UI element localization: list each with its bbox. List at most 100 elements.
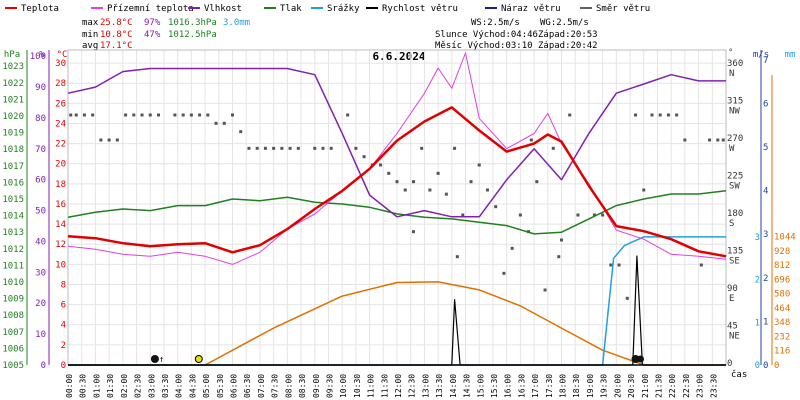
tick-hpa: 1012 bbox=[2, 245, 24, 255]
tick-time: 21:30 bbox=[654, 374, 663, 398]
tick-hpa: 1023 bbox=[2, 62, 24, 72]
tick-direction-deg: 360 bbox=[727, 59, 743, 69]
legend-label-3: Tlak bbox=[280, 4, 302, 14]
wind-direction-dot bbox=[420, 146, 424, 150]
tick-wind: 1 bbox=[763, 317, 768, 327]
stats-avg-temp: 17.1°C bbox=[100, 41, 133, 51]
wind-direction-dot bbox=[461, 213, 465, 217]
tick-temp: 14 bbox=[55, 220, 66, 230]
tick-time: 19:30 bbox=[600, 374, 609, 398]
tick-time: 20:00 bbox=[613, 374, 622, 398]
tick-rain: 2 bbox=[755, 276, 760, 286]
wind-direction-dot bbox=[444, 192, 448, 196]
wind-direction-dot bbox=[666, 113, 670, 117]
tick-time: 14:00 bbox=[449, 374, 458, 398]
tick-hpa: 1013 bbox=[2, 228, 24, 238]
wind-direction-dot bbox=[124, 113, 128, 117]
wind-direction-dot bbox=[222, 121, 226, 125]
stats-max-pressure: 1016.3hPa bbox=[168, 18, 217, 28]
tick-temp: 8 bbox=[61, 280, 66, 290]
tick-time: 13:30 bbox=[435, 374, 444, 398]
tick-humidity: 60 bbox=[35, 176, 46, 186]
wind-direction-dot bbox=[411, 230, 415, 234]
tick-hpa: 1018 bbox=[2, 145, 24, 155]
tick-humidity: 50 bbox=[35, 207, 46, 217]
stats-max-label: max bbox=[82, 18, 99, 28]
tick-time: 19:00 bbox=[586, 374, 595, 398]
tick-wind: 4 bbox=[763, 187, 768, 197]
wind-direction-dot bbox=[99, 138, 103, 142]
wind-direction-dot bbox=[239, 130, 243, 134]
tick-humidity: 0 bbox=[41, 361, 46, 371]
stats-avg-label: avg bbox=[82, 41, 98, 51]
tick-time: 06:00 bbox=[230, 374, 239, 398]
wind-direction-dot bbox=[132, 113, 136, 117]
tick-wind: 7 bbox=[763, 56, 768, 66]
legend-label-5: Rychlost větru bbox=[382, 4, 458, 14]
wind-direction-dot bbox=[231, 113, 234, 117]
wind-direction-dot bbox=[288, 146, 292, 150]
axis-unit-time: čas bbox=[731, 369, 747, 380]
tick-time: 12:00 bbox=[394, 374, 403, 398]
tick-time: 15:30 bbox=[490, 374, 499, 398]
tick-hpa: 1008 bbox=[2, 311, 24, 321]
tick-temp: 16 bbox=[55, 200, 66, 210]
tick-radiation: 232 bbox=[774, 332, 790, 342]
wind-direction-dot bbox=[428, 188, 432, 192]
wind-direction-dot bbox=[91, 113, 95, 117]
tick-hpa: 1022 bbox=[2, 79, 24, 89]
wind-direction-dot bbox=[140, 113, 144, 117]
tick-time: 04:00 bbox=[175, 374, 184, 398]
stats-min-temp: 10.8°C bbox=[100, 30, 133, 40]
tick-temp: 6 bbox=[61, 301, 66, 311]
tick-time: 23:00 bbox=[696, 374, 705, 398]
tick-radiation: 348 bbox=[774, 318, 790, 328]
tick-temp: 0 bbox=[61, 361, 66, 371]
wind-direction-dot bbox=[346, 113, 350, 117]
wind-direction-dot bbox=[272, 146, 276, 150]
wind-direction-dot bbox=[198, 113, 202, 117]
wind-direction-dot bbox=[699, 263, 703, 267]
wind-direction-dot bbox=[263, 146, 267, 150]
wind-direction-dot bbox=[469, 180, 473, 184]
wind-direction-dot bbox=[82, 113, 86, 117]
tick-time: 11:00 bbox=[367, 374, 376, 398]
wind-direction-dot bbox=[650, 113, 654, 117]
tick-time: 07:00 bbox=[257, 374, 266, 398]
tick-direction-name: SW bbox=[729, 182, 740, 192]
tick-time: 09:00 bbox=[312, 374, 321, 398]
wind-direction-dot bbox=[247, 146, 251, 150]
wind-direction-dot bbox=[576, 213, 580, 217]
wind-direction-dot bbox=[716, 138, 720, 142]
tick-time: 18:00 bbox=[559, 374, 568, 398]
tick-humidity: 90 bbox=[35, 83, 46, 93]
tick-time: 01:00 bbox=[92, 374, 101, 398]
tick-radiation: 812 bbox=[774, 261, 790, 271]
wind-direction-dot bbox=[494, 205, 498, 209]
tick-rain: 1 bbox=[755, 318, 760, 328]
tick-temp: 30 bbox=[55, 59, 66, 69]
wind-direction-dot bbox=[395, 180, 399, 184]
wind-direction-dot bbox=[436, 171, 440, 175]
stats-max-humidity: 97% bbox=[144, 18, 161, 28]
tick-temp: 24 bbox=[55, 119, 66, 129]
wind-direction-dot bbox=[518, 213, 522, 217]
tick-direction-deg: 135 bbox=[727, 247, 743, 257]
wind-direction-dot bbox=[658, 113, 662, 117]
wind-direction-dot bbox=[321, 146, 325, 150]
legend-label-0: Teplota bbox=[21, 4, 59, 14]
tick-hpa: 1021 bbox=[2, 95, 24, 105]
axis-unit-rain: mm bbox=[785, 50, 796, 60]
info-sun-set: Západ:20:53 bbox=[538, 30, 598, 40]
wind-direction-dot bbox=[362, 155, 366, 159]
sunrise-marker bbox=[194, 355, 203, 363]
moonset-marker bbox=[631, 355, 640, 363]
tick-hpa: 1009 bbox=[2, 295, 24, 305]
axis-unit-hpa: hPa bbox=[4, 50, 20, 60]
tick-radiation: 580 bbox=[774, 290, 790, 300]
tick-time: 23:30 bbox=[709, 374, 718, 398]
tick-time: 00:00 bbox=[65, 374, 74, 398]
tick-time: 22:00 bbox=[668, 374, 677, 398]
wind-direction-dot bbox=[529, 138, 533, 142]
